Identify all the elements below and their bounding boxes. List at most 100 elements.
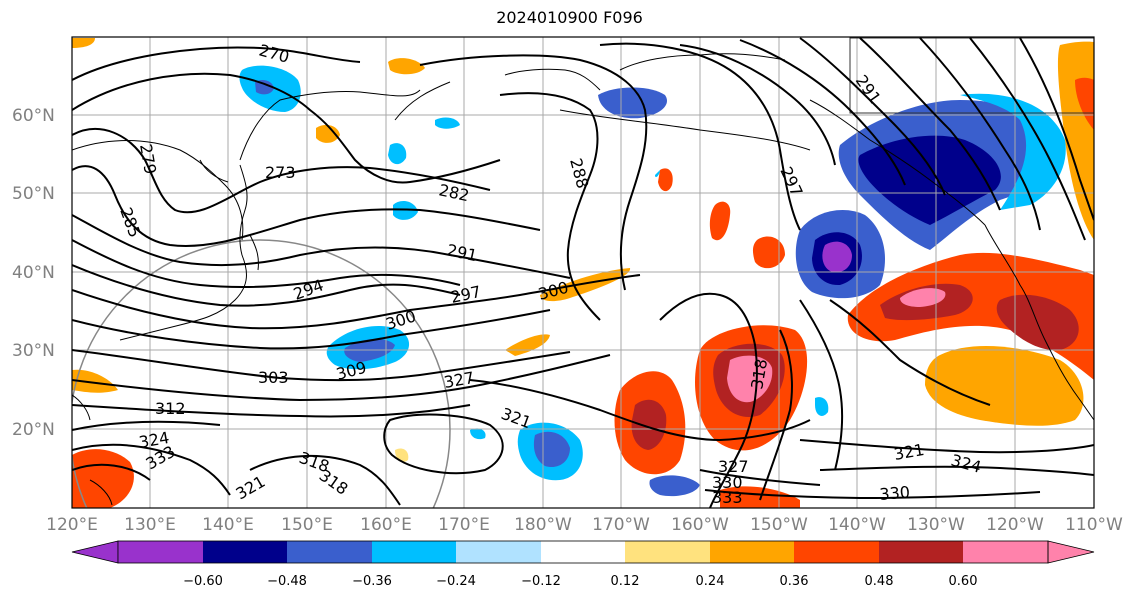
warm-blob-small5 (395, 448, 409, 462)
warm-blob-ne-peak (900, 288, 946, 307)
warm-blob-west-core (631, 399, 667, 450)
warm-blob-small1 (316, 124, 340, 143)
warm-blob-jet2 (505, 334, 550, 356)
colorbar-segment (963, 541, 1048, 563)
warm-blob-n (388, 58, 425, 75)
contour-label: 324 (949, 451, 983, 477)
lon-label: 140°E (202, 515, 254, 535)
cool-blob-small5 (435, 117, 460, 129)
contour-label: 297 (776, 164, 806, 200)
contour-label: 300 (383, 306, 418, 334)
contour-label: 294 (291, 275, 326, 303)
colorbar-segment (541, 541, 625, 563)
warm-blob-hawaii-peak (727, 355, 773, 403)
colorbar-extend-high (1047, 540, 1095, 564)
lon-label: 120°W (986, 515, 1044, 535)
contour-label: 300 (536, 278, 570, 304)
colorbar-segment (879, 541, 963, 563)
cool-blob-small4 (815, 397, 829, 416)
cool-blob-aleut (598, 87, 668, 119)
lat-label: 40°N (12, 263, 55, 283)
warm-blob-jet (540, 268, 631, 302)
lon-label: 150°E (281, 515, 333, 535)
contour-label: 312 (155, 399, 186, 418)
contour-label: 297 (449, 282, 483, 307)
warm-blob-east-ring (925, 345, 1084, 426)
lon-label: 170°W (592, 515, 650, 535)
lon-label: 130°W (907, 515, 965, 535)
lon-label: 150°W (750, 515, 808, 535)
warm-blob-small4 (752, 236, 785, 269)
colorbar-tick: −0.36 (352, 574, 392, 589)
shaded-field (72, 38, 1094, 508)
cool-blob-beringia-core (255, 80, 274, 95)
lon-label: 130°E (124, 515, 176, 535)
contour-label: 288 (566, 156, 592, 190)
contour-label: 321 (499, 404, 534, 432)
contour-label: 291 (445, 240, 479, 265)
colorbar-segment (625, 541, 710, 563)
contour-label: 270 (257, 41, 291, 67)
colorbar-tick: 0.12 (611, 574, 640, 589)
colorbar-tick: −0.24 (436, 574, 476, 589)
lon-label: 160°E (360, 515, 412, 535)
lon-label: 170°E (438, 515, 490, 535)
warm-blob-small2 (709, 201, 731, 241)
chart-title: 2024010900 F096 (496, 8, 643, 27)
colorbar-tick: −0.48 (267, 574, 307, 589)
colorbar-tick: 0.36 (780, 574, 809, 589)
lon-label: 160°W (671, 515, 729, 535)
colorbar-segment (456, 541, 541, 563)
contour-label: 333 (712, 488, 743, 507)
contour-label: 303 (258, 368, 289, 387)
colorbar-segment (710, 541, 794, 563)
warm-blob-sw (72, 449, 134, 508)
contour-label: 321 (233, 472, 269, 504)
lon-label: 140°W (828, 515, 886, 535)
contour-label: 327 (442, 368, 475, 392)
colorbar-tick: 0.48 (865, 574, 894, 589)
contour-label: 321 (892, 440, 925, 464)
lon-label: 110°W (1065, 515, 1123, 535)
colorbar-segment (203, 541, 287, 563)
warm-blob-ul (72, 38, 95, 48)
colorbar-tick: −0.60 (183, 574, 223, 589)
longitude-labels: 120°E 130°E 140°E 150°E 160°E 170°E 180°… (46, 515, 1123, 535)
lon-label: 120°E (46, 515, 98, 535)
colorbar-segment (118, 541, 203, 563)
map-frame (71, 36, 1095, 509)
lat-label: 50°N (12, 184, 55, 204)
warm-blob-sw2 (72, 369, 118, 393)
latitude-labels: 60°N 50°N 40°N 30°N 20°N (12, 106, 55, 440)
graticule (72, 37, 1094, 508)
height-contours (72, 37, 1094, 508)
lat-label: 60°N (12, 106, 55, 126)
colorbar-segment (794, 541, 879, 563)
warm-blob-small3 (658, 168, 673, 192)
colorbar-tick: −0.12 (521, 574, 561, 589)
warm-blob-right-edge-core (1075, 77, 1094, 130)
colorbar-extend-low (71, 540, 119, 564)
warm-blob-ne (847, 252, 1094, 380)
cool-blob-s2 (649, 475, 700, 497)
contour-label: 330 (879, 482, 911, 504)
contour-label: 279 (136, 142, 160, 175)
cool-blob-mid-peak (822, 241, 852, 273)
contour-label: 285 (116, 205, 144, 240)
lat-label: 20°N (12, 420, 55, 440)
colorbar-segment (372, 541, 456, 563)
cool-blob-small2 (388, 143, 407, 165)
colorbar-tick: 0.60 (949, 574, 978, 589)
colorbar-tick: 0.24 (696, 574, 725, 589)
contour-label: 330 (712, 473, 743, 492)
colorbar: −0.60 −0.48 −0.36 −0.24 −0.12 0.12 0.24 … (71, 540, 1095, 589)
colorbar-segment (287, 541, 372, 563)
contour-label: 273 (265, 163, 296, 182)
lon-label: 180°W (514, 515, 572, 535)
cool-blob-gulf-outer (960, 93, 1066, 210)
lat-label: 30°N (12, 341, 55, 361)
cool-blob-small6 (470, 428, 486, 440)
cool-blob-small3 (655, 170, 660, 178)
contour-label: 327 (718, 457, 749, 476)
